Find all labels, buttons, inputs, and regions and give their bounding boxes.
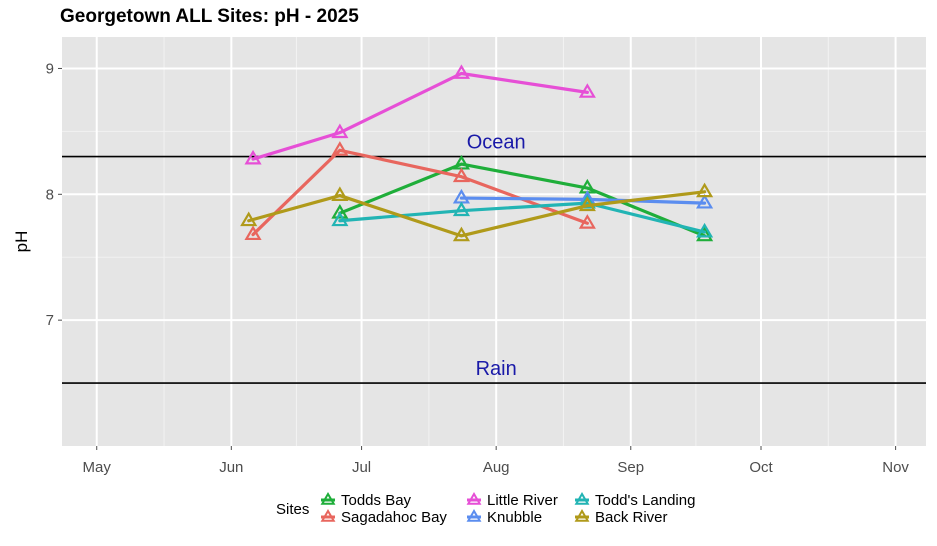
- x-tick-label: Oct: [749, 459, 773, 476]
- x-tick-label: Aug: [483, 459, 510, 476]
- data-point-marker: [244, 149, 262, 165]
- data-point-marker: [331, 186, 349, 202]
- data-point-marker: [696, 222, 714, 238]
- legend-label: Todd's Landing: [595, 492, 695, 509]
- data-point-marker: [452, 64, 471, 79]
- data-point-marker: [696, 193, 714, 209]
- x-tick-label: Sep: [617, 459, 644, 476]
- legend-label: Todds Bay: [341, 492, 412, 509]
- legend-key-marker: [320, 492, 336, 505]
- data-point-marker: [696, 182, 714, 198]
- reference-label: Ocean: [467, 132, 526, 154]
- data-point-marker: [578, 193, 596, 209]
- legend-key-marker: [574, 509, 590, 522]
- x-tick-label: Jun: [219, 459, 243, 476]
- plot-panel: [62, 37, 926, 446]
- y-tick-label: 7: [46, 312, 54, 329]
- series-layer: [240, 64, 714, 242]
- data-point-marker: [452, 167, 471, 183]
- legend-key-marker: [466, 509, 482, 522]
- data-point-marker: [696, 226, 714, 242]
- data-point-marker: [331, 204, 349, 219]
- data-point-marker: [244, 225, 262, 241]
- x-tick-label: May: [83, 459, 112, 476]
- axes: May Jun Jul Aug Sep Oct Nov 7 8 9: [46, 60, 910, 476]
- legend-title: Sites: [276, 501, 309, 518]
- legend-label: Back River: [595, 509, 668, 526]
- data-point-marker: [331, 123, 349, 139]
- legend-key-marker: [466, 492, 482, 505]
- legend-label: Sagadahoc Bay: [341, 509, 447, 526]
- x-tick-label: Nov: [882, 459, 909, 476]
- data-point-marker: [331, 211, 349, 227]
- chart-title: Georgetown ALL Sites: pH - 2025: [60, 6, 359, 27]
- legend-key-marker: [574, 492, 590, 505]
- data-point-marker: [578, 214, 596, 229]
- reference-label: Rain: [476, 358, 517, 380]
- data-point-marker: [331, 141, 349, 156]
- data-point-marker: [578, 196, 596, 212]
- y-tick-label: 8: [46, 186, 54, 203]
- major-gridlines: [62, 37, 926, 446]
- data-point-marker: [578, 83, 596, 98]
- y-axis-title: pH: [12, 231, 31, 253]
- data-point-marker: [240, 211, 258, 227]
- legend-label: Little River: [487, 492, 558, 509]
- data-point-marker: [452, 226, 471, 242]
- series-line: [251, 71, 589, 161]
- reference-lines: Ocean Rain: [62, 132, 926, 384]
- series-line: [247, 190, 707, 238]
- legend-label: Knubble: [487, 509, 542, 526]
- data-point-marker: [452, 201, 471, 217]
- series-line: [338, 162, 707, 238]
- y-tick-label: 9: [46, 60, 54, 77]
- x-tick-label: Jul: [352, 459, 371, 476]
- legend-key-marker: [320, 509, 336, 522]
